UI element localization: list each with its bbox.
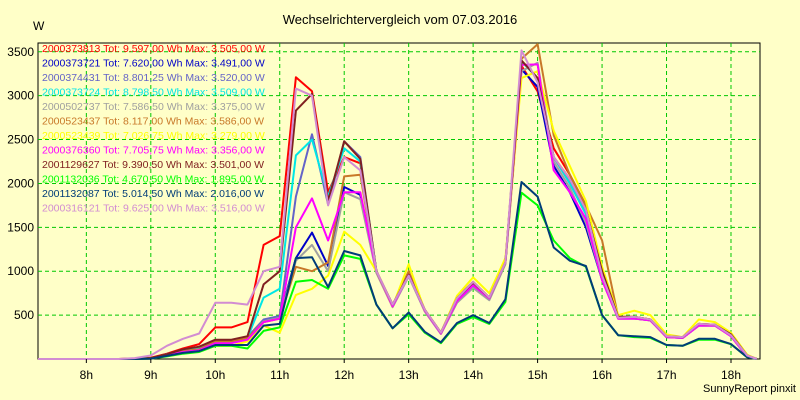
legend-entry: 2001132087 Tot: 5.014,50 Wh Max: 2.016,0… (42, 188, 264, 200)
x-tick-label: 16h (592, 368, 612, 382)
x-tick-label: 15h (528, 368, 548, 382)
legend-entry: 2000373721 Tot: 7.620,00 Wh Max: 3.491,0… (42, 58, 265, 70)
x-tick-label: 10h (205, 368, 225, 382)
legend-entry: 2000376360 Tot: 7.705,75 Wh Max: 3.356,0… (42, 145, 265, 157)
legend-entry: 2000523437 Tot: 8.117,00 Wh Max: 3.586,0… (42, 116, 264, 128)
legend-entry: 2001132036 Tot: 4.670,50 Wh Max: 1.895,0… (42, 174, 264, 186)
y-tick-label: 2000 (7, 176, 34, 190)
y-tick-label: 1000 (7, 264, 34, 278)
legend-entry: 2000523439 Tot: 7.026,75 Wh Max: 3.279,0… (42, 130, 265, 142)
legend: 2000373813 Tot: 9.597,00 Wh Max: 3.505,0… (42, 43, 265, 215)
y-tick-label: 3000 (7, 89, 34, 103)
series-line-2000316121 (38, 49, 758, 360)
legend-entry: 2000373813 Tot: 9.597,00 Wh Max: 3.505,0… (42, 43, 265, 55)
x-tick-label: 18h (721, 368, 741, 382)
x-tick-label: 8h (80, 368, 93, 382)
legend-entry: 2001129627 Tot: 9.390,50 Wh Max: 3.501,0… (42, 159, 264, 171)
legend-entry: 2000502737 Tot: 7.586,50 Wh Max: 3.375,0… (42, 101, 265, 113)
y-axis-unit: W (33, 19, 45, 33)
x-tick-label: 14h (463, 368, 483, 382)
y-tick-label: 3500 (7, 45, 34, 59)
series-layer (38, 43, 758, 360)
x-tick-label: 11h (270, 368, 289, 382)
series-line-2001132087 (38, 181, 757, 360)
x-tick-label: 17h (657, 368, 677, 382)
grid (38, 43, 760, 359)
axes: 500 1000 1500 2000 2500 3000 3500 8h 9h 10h 11h 12h… (7, 45, 741, 382)
credit-text: SunnyReport pinxit (703, 383, 796, 395)
x-tick-label: 9h (144, 368, 157, 382)
legend-entry: 2000316121 Tot: 9.625,00 Wh Max: 3.516,0… (42, 203, 265, 215)
legend-entry: 2000374431 Tot: 8.801,25 Wh Max: 3.520,0… (42, 72, 265, 84)
chart-title: Wechselrichtervergleich vom 07.03.2016 (283, 12, 518, 27)
x-tick-label: 12h (334, 368, 354, 382)
y-tick-label: 2500 (7, 133, 34, 147)
legend-entry: 2000373724 Tot: 8.798,50 Wh Max: 3.509,0… (42, 87, 265, 99)
x-tick-label: 13h (399, 368, 419, 382)
y-tick-label: 500 (14, 308, 34, 322)
y-tick-label: 1500 (7, 220, 34, 234)
